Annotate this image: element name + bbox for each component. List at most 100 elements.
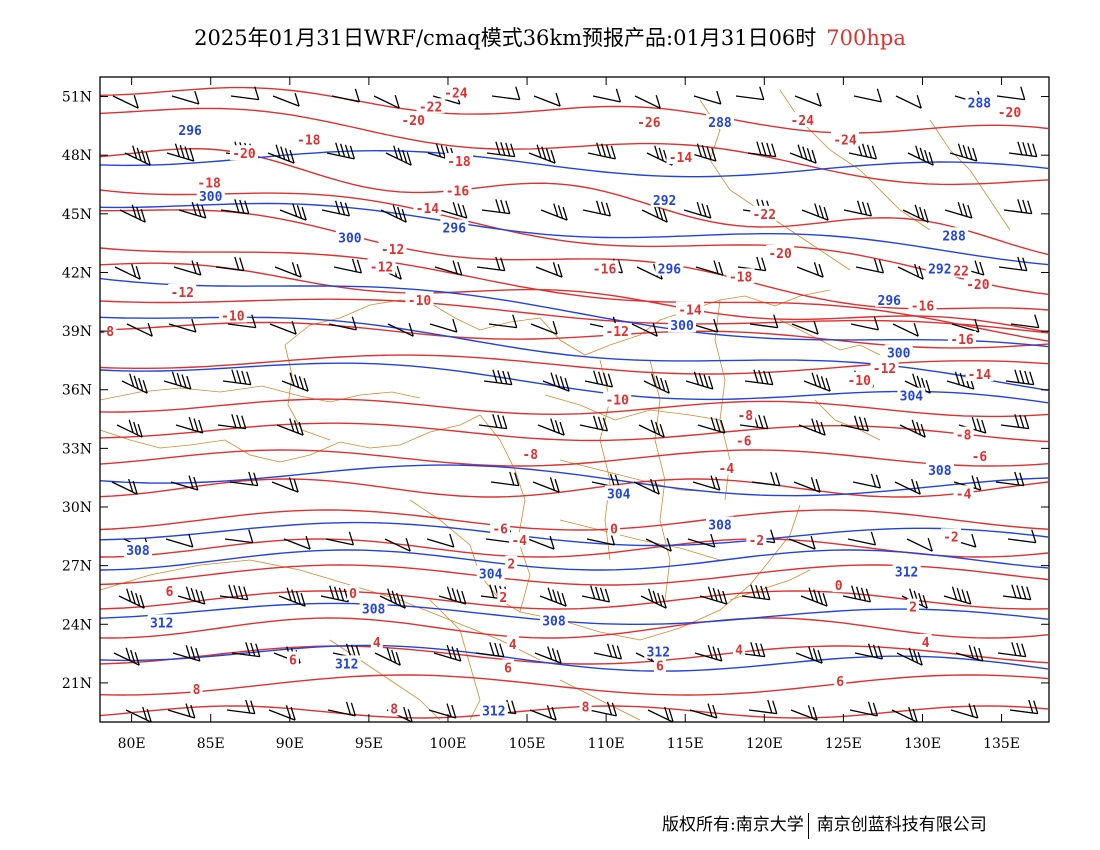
temperature-label: 2 [507, 558, 515, 573]
wind-barb [699, 586, 728, 605]
temperature-contour [99, 590, 1049, 610]
temperature-label-bg [746, 532, 767, 548]
temperature-label: 6 [656, 659, 664, 674]
temperature-label-bg [653, 657, 666, 673]
wind-barb [220, 199, 250, 215]
height-label: 300 [199, 190, 223, 205]
temperature-label-bg [294, 131, 323, 147]
temperature-label: -2 [943, 530, 959, 545]
wind-barb [172, 644, 201, 662]
temperature-label-bg [497, 588, 510, 604]
wind-barb [490, 471, 520, 487]
lat-tick-label: 39N [62, 324, 92, 340]
temperature-label-bg [441, 84, 470, 100]
temperature-label: -4 [956, 487, 972, 502]
height-label: 312 [895, 566, 918, 581]
wind-barb [229, 471, 259, 487]
lon-tick-label: 80E [118, 736, 146, 752]
height-label: 308 [928, 464, 952, 479]
temperature-label: -18 [197, 177, 221, 192]
height-label-bg [940, 227, 969, 243]
height-label: 288 [708, 116, 732, 131]
temperature-label: -20 [401, 114, 425, 129]
temperature-label: -14 [416, 202, 440, 217]
temperature-labels: -24-22-20-18-20-18-26 -24-24-20-18-16-14-… [96, 84, 1024, 717]
wind-barb [121, 373, 148, 394]
height-label-bg [440, 219, 469, 235]
lat-tick-label: 45N [62, 207, 92, 223]
wind-barb [539, 587, 567, 607]
wind-barb [798, 418, 826, 436]
temperature-label: -20 [998, 106, 1022, 121]
temperature-label: -16 [593, 263, 617, 278]
height-label: 300 [887, 347, 911, 362]
wind-barb [855, 258, 885, 274]
height-label-bg [884, 344, 913, 360]
height-label: 304 [900, 390, 924, 405]
temperature-contour [99, 107, 1049, 186]
copyright-footer: 版权所有:南京大学 南京创蓝科技有限公司 [662, 810, 987, 839]
temperature-label-bg [579, 698, 592, 714]
temperature-label: -4 [511, 534, 527, 549]
wind-barb [283, 535, 311, 550]
height-label: 300 [338, 231, 362, 246]
height-label-bg [539, 612, 568, 628]
wind-barb [587, 142, 617, 160]
wind-barb [532, 477, 560, 493]
wind-barb [373, 94, 400, 109]
wind-barb [426, 533, 455, 548]
wind-barb [271, 477, 299, 493]
wind-barb [167, 703, 196, 719]
temperature-label: -8 [956, 429, 972, 444]
temperature-label: -26 [637, 116, 661, 131]
temperature-label-bg [832, 577, 845, 593]
wind-barb [126, 322, 153, 337]
lon-tick-label: 135E [983, 736, 1020, 752]
wind-barb [697, 416, 726, 434]
wind-barb [789, 144, 817, 164]
temperature-label-bg [908, 297, 937, 313]
height-label: 296 [658, 263, 682, 278]
wind-barb [687, 533, 716, 548]
lon-tick-label: 115E [667, 736, 704, 752]
temperature-label-bg [830, 131, 859, 147]
wind-barb [219, 584, 249, 601]
height-label-bg [892, 563, 921, 579]
temperature-contour [99, 247, 1049, 342]
wind-barb [163, 371, 192, 390]
temperature-label: -14 [968, 368, 992, 383]
temperature-label-bg [286, 651, 299, 667]
temperature-label: -14 [669, 151, 693, 166]
wind-barb [124, 145, 151, 166]
lon-tick-label: 90E [276, 736, 304, 752]
wind-barb [685, 371, 714, 390]
wind-barb [997, 642, 1027, 658]
wind-barb [429, 318, 458, 333]
temperature-label: -16 [950, 333, 974, 348]
height-label-bg [335, 229, 364, 245]
wind-barb [847, 531, 877, 546]
temperature-contour [99, 617, 1049, 639]
height-label: 296 [178, 124, 202, 139]
wind-barb [791, 320, 819, 335]
temperature-label-bg [168, 284, 197, 299]
temperature-label: -10 [221, 309, 245, 324]
wind-barb [899, 419, 926, 438]
temperature-label-bg [969, 448, 990, 464]
temperature-label: -6 [736, 435, 752, 450]
temperature-label-bg [995, 104, 1024, 120]
temperature-label: 4 [373, 636, 381, 651]
lon-tick-label: 85E [197, 736, 225, 752]
height-contour [99, 464, 1049, 497]
wind-barb [891, 706, 918, 723]
wind-barb [222, 369, 252, 386]
wind-barb [907, 145, 934, 166]
temperature-label: -16 [446, 184, 470, 199]
height-contour [99, 521, 1049, 547]
temperature-label-bg [953, 426, 974, 442]
temperature-label: -12 [370, 261, 393, 276]
wind-barb [119, 204, 146, 223]
temperature-label: 6 [504, 661, 512, 676]
temperature-contour [99, 674, 1049, 696]
